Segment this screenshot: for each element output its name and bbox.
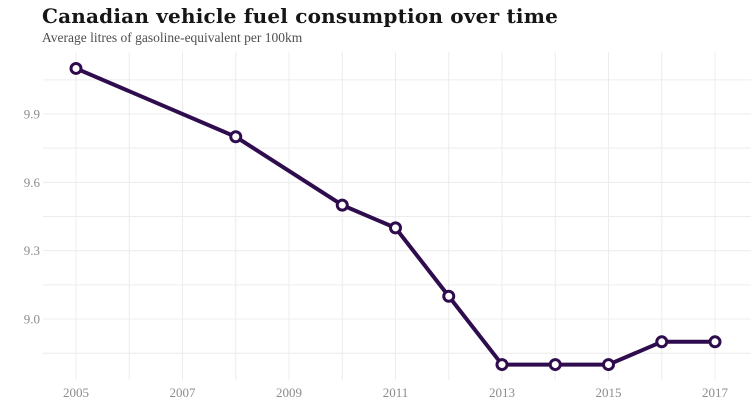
chart-title: Canadian vehicle fuel consumption over t… (42, 4, 558, 28)
data-point-2015 (602, 358, 615, 372)
fuel-consumption-line (74, 66, 717, 367)
x-tick-label: 2009 (276, 385, 302, 400)
data-point-2012 (442, 289, 456, 303)
x-tick-label: 2015 (596, 385, 622, 400)
data-point-2014 (548, 358, 562, 372)
data-point-2011 (389, 221, 402, 235)
data-point-2005 (69, 61, 83, 75)
x-tick-label: 2017 (702, 385, 729, 400)
y-tick-label: 9.6 (24, 175, 41, 190)
y-tick-label: 9.9 (24, 107, 40, 122)
y-tick-label: 9.0 (24, 312, 40, 327)
x-tick-label: 2007 (170, 385, 197, 400)
x-tick-label: 2013 (489, 385, 515, 400)
data-point-2017 (708, 335, 722, 349)
data-point-2010 (335, 198, 349, 212)
x-tick-label: 2011 (383, 385, 409, 400)
y-tick-label: 9.3 (24, 243, 40, 258)
data-point-2013 (495, 358, 509, 372)
chart-subtitle: Average litres of gasoline-equivalent pe… (42, 30, 303, 45)
data-point-2016 (655, 335, 669, 349)
x-tick-label: 2005 (63, 385, 89, 400)
data-point-2008 (229, 130, 243, 144)
